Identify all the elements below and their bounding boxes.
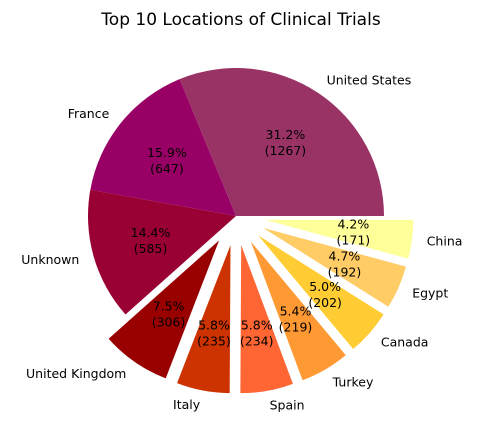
pie-pct-label-china: 4.2% — [337, 217, 369, 232]
pie-count-label-china: (171) — [337, 233, 371, 248]
pie-count-label-turkey: (219) — [279, 319, 313, 334]
pie-pct-label-unknown: 14.4% — [131, 225, 171, 240]
pie-count-label-united-kingdom: (306) — [152, 314, 186, 329]
pie-count-label-unknown: (585) — [134, 241, 168, 256]
pie-label-unknown: Unknown — [21, 252, 79, 267]
pie-label-china: China — [427, 233, 463, 248]
pie-count-label-united-states: (1267) — [265, 143, 307, 158]
pie-pct-label-france: 15.9% — [147, 145, 187, 160]
pie-label-canada: Canada — [381, 335, 429, 350]
pie-pct-label-spain: 5.8% — [241, 318, 273, 333]
pie-pct-label-canada: 5.0% — [309, 279, 341, 294]
pie-count-label-spain: (234) — [240, 334, 274, 349]
pie-count-label-egypt: (192) — [328, 265, 362, 280]
pie-count-label-france: (647) — [150, 161, 184, 176]
pie-pct-label-united-kingdom: 7.5% — [153, 298, 185, 313]
pie-count-label-canada: (202) — [308, 295, 342, 310]
pie-label-france: France — [68, 106, 110, 121]
pie-pct-label-turkey: 5.4% — [280, 303, 312, 318]
pie-label-egypt: Egypt — [412, 285, 448, 300]
pie-label-turkey: Turkey — [332, 374, 374, 389]
pie-label-italy: Italy — [173, 397, 201, 412]
pie-pct-label-italy: 5.8% — [198, 317, 230, 332]
pie-pct-label-united-states: 31.2% — [266, 127, 306, 142]
pie-label-united-states: United States — [327, 73, 412, 88]
pie-count-label-italy: (235) — [197, 333, 231, 348]
pie-pct-label-egypt: 4.7% — [329, 249, 361, 264]
pie-label-united-kingdom: United Kingdom — [26, 366, 126, 381]
chart-title: Top 10 Locations of Clinical Trials — [100, 10, 381, 30]
pie-label-spain: Spain — [270, 397, 305, 412]
